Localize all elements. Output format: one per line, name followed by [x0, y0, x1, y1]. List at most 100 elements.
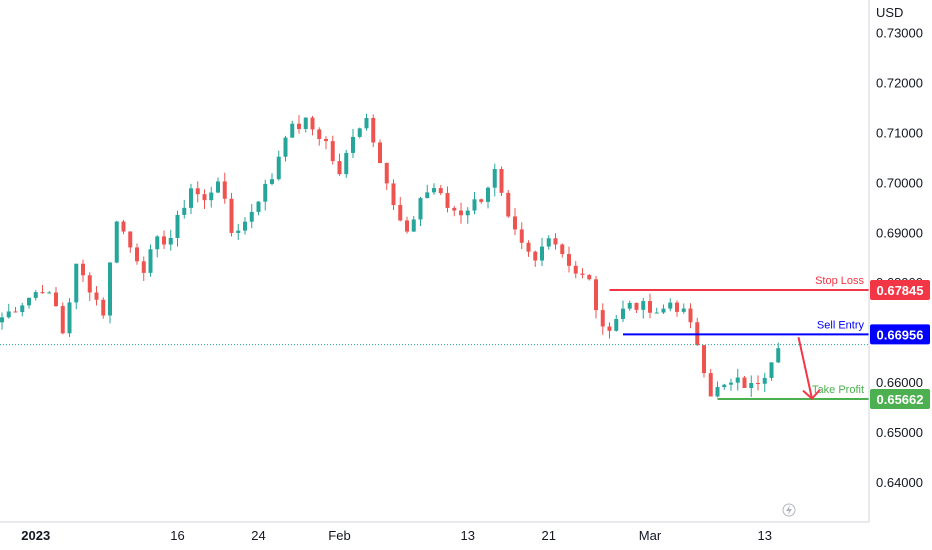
candle: [94, 286, 99, 306]
candle: [47, 291, 52, 294]
price-badge: [870, 279, 930, 300]
candle: [675, 300, 679, 317]
candle: [364, 113, 369, 131]
x-axis[interactable]: 2023 16 24 Feb 13 21 Mar 13: [21, 528, 772, 543]
y-axis[interactable]: 0.730000.720000.710000.700000.690000.680…: [876, 25, 923, 490]
candle: [688, 303, 693, 329]
candle: [715, 381, 720, 398]
lightning-icon[interactable]: [782, 503, 796, 517]
candle: [344, 149, 349, 178]
candle: [155, 235, 160, 258]
candle: [175, 210, 180, 247]
level-label: Stop Loss: [815, 275, 864, 287]
candle: [317, 127, 322, 146]
candle: [742, 376, 747, 389]
x-tick-label: Mar: [639, 528, 662, 543]
candle: [209, 186, 214, 208]
candle: [195, 181, 200, 203]
candle: [540, 237, 544, 266]
candle: [681, 303, 686, 314]
candle: [621, 300, 625, 323]
candle: [762, 372, 767, 392]
price-badge-value: 0.66956: [877, 327, 924, 342]
x-tick-label: 13: [461, 528, 475, 543]
y-tick-label: 0.66000: [876, 375, 923, 390]
price-badge-value: 0.65662: [877, 392, 924, 407]
candle: [654, 307, 659, 314]
candle: [263, 179, 268, 211]
candle: [33, 290, 38, 301]
candle: [276, 150, 281, 181]
price-badge: [870, 324, 930, 345]
candle: [54, 286, 58, 307]
candle: [337, 153, 342, 176]
candle: [776, 342, 781, 363]
candlestick-series: [0, 113, 781, 398]
candle: [432, 183, 436, 195]
level-label: Sell Entry: [817, 319, 865, 331]
candle: [371, 114, 376, 148]
candle: [222, 172, 227, 204]
sell-arrow: [797, 336, 821, 401]
candle: [546, 235, 551, 250]
candle: [297, 115, 301, 134]
candle: [614, 314, 619, 332]
candle: [486, 186, 490, 209]
candle: [627, 300, 632, 311]
y-tick-label: 0.64000: [876, 475, 923, 490]
candle: [702, 345, 706, 378]
candle: [243, 217, 247, 235]
candle: [600, 303, 605, 335]
candle: [499, 166, 504, 197]
candle: [13, 306, 18, 313]
candle: [411, 215, 416, 232]
candle: [452, 205, 457, 217]
candle: [513, 208, 517, 236]
x-tick-label: 21: [542, 528, 556, 543]
candle: [533, 250, 538, 267]
price-badge: [870, 389, 930, 410]
candle: [661, 304, 666, 314]
candle: [6, 303, 11, 319]
candle: [384, 162, 389, 191]
candle: [236, 223, 241, 240]
candle: [573, 261, 578, 279]
candle: [769, 362, 774, 381]
candle: [729, 378, 733, 391]
candle: [81, 259, 85, 282]
candle: [182, 199, 187, 219]
candle: [526, 240, 531, 257]
candle: [735, 368, 740, 391]
candle: [229, 192, 234, 237]
candle: [405, 216, 409, 234]
candle: [330, 135, 335, 165]
candle: [290, 120, 295, 138]
candle: [756, 375, 760, 391]
candle: [0, 312, 4, 330]
candle: [162, 230, 166, 249]
candle: [256, 201, 261, 216]
candle: [101, 297, 106, 319]
candle: [378, 139, 382, 164]
candle: [519, 222, 524, 250]
price-badges: 0.67845 0.66956 0.65662: [870, 279, 930, 410]
candle: [141, 256, 146, 282]
candle: [459, 202, 463, 224]
candle: [60, 302, 65, 335]
candle: [357, 127, 362, 139]
candle: [695, 317, 700, 346]
candle: [425, 184, 430, 199]
x-tick-label: 2023: [21, 528, 50, 543]
candle: [189, 183, 193, 215]
candle: [587, 274, 592, 281]
candle: [27, 297, 31, 309]
candle: [148, 244, 153, 277]
candle: [135, 243, 139, 265]
candle: [202, 189, 207, 210]
candle: [121, 219, 126, 235]
candle: [479, 198, 484, 204]
candle: [128, 231, 133, 253]
trade-levels: Stop Loss Sell Entry Take Profit: [0, 275, 869, 401]
candle: [438, 184, 443, 196]
